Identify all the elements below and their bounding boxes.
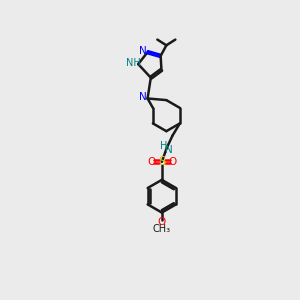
Text: CH₃: CH₃ xyxy=(153,224,171,234)
Text: O: O xyxy=(147,157,155,167)
Text: N: N xyxy=(139,92,147,102)
Text: NH: NH xyxy=(126,58,140,68)
Text: N: N xyxy=(139,46,147,56)
Text: O: O xyxy=(158,217,166,227)
Text: O: O xyxy=(168,157,176,167)
Text: H: H xyxy=(160,141,167,151)
Text: N: N xyxy=(165,145,172,154)
Text: S: S xyxy=(158,155,166,168)
